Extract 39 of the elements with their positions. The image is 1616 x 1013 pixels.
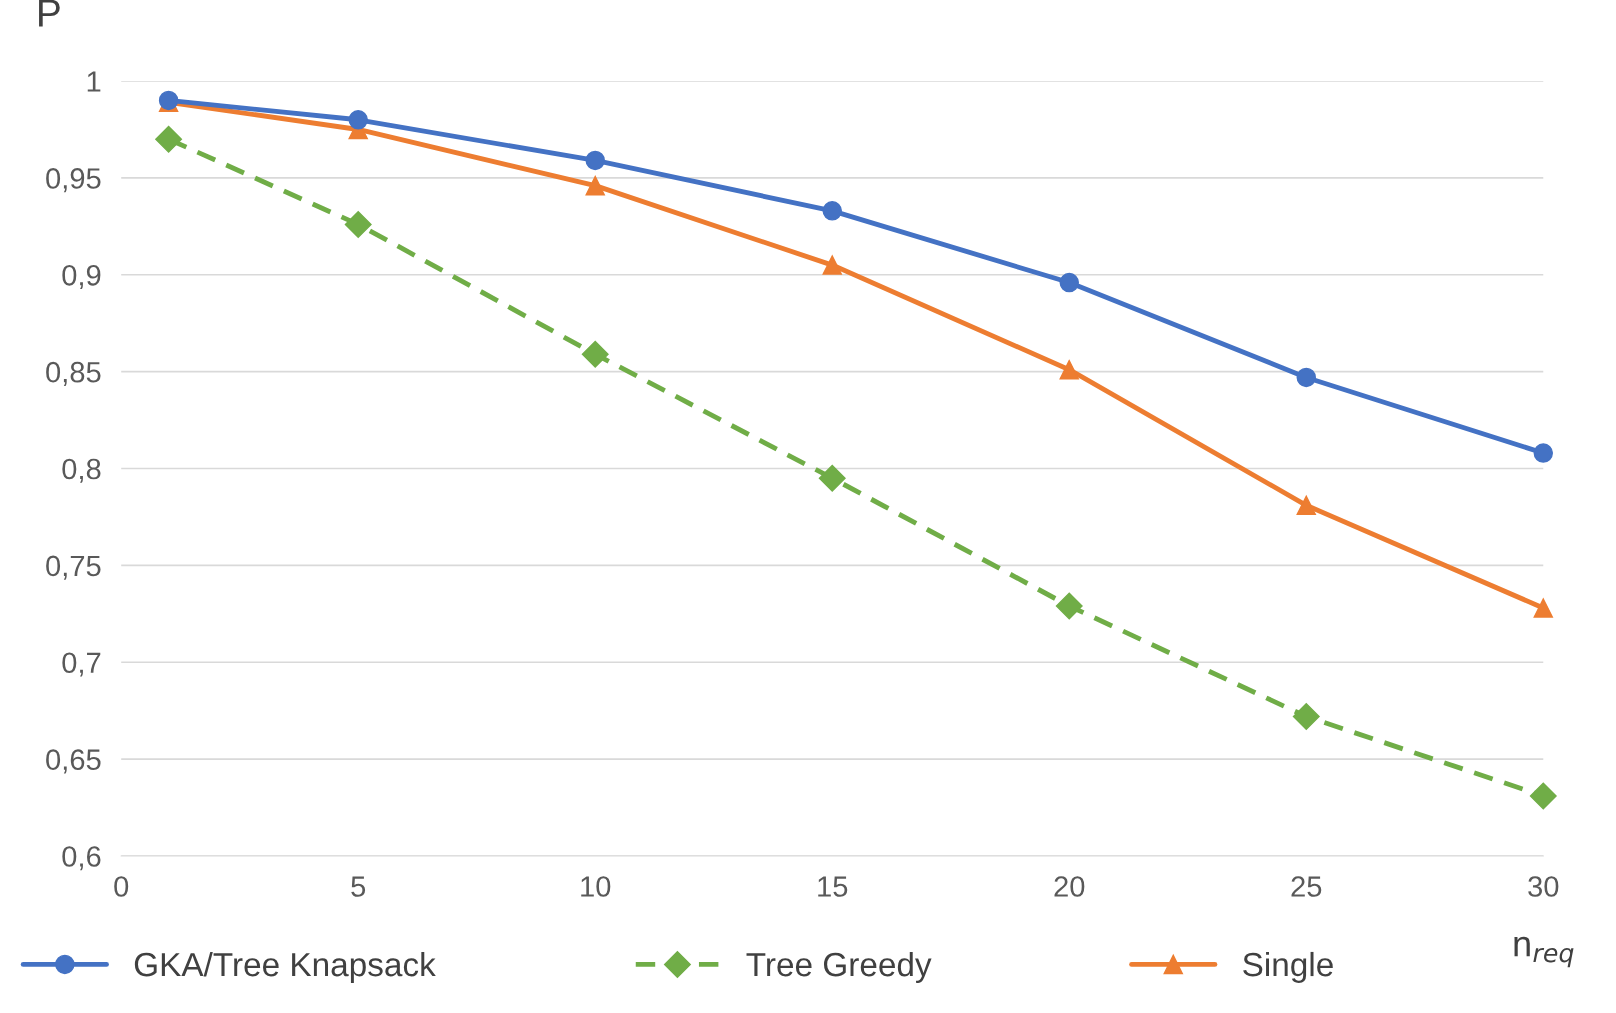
y-tick-label: 0,65 xyxy=(46,749,101,774)
point xyxy=(585,150,605,171)
point xyxy=(344,210,372,238)
y-tick-label: 0,75 xyxy=(46,555,101,580)
point xyxy=(585,175,605,196)
point xyxy=(1059,272,1079,293)
y-tick-label: 0,95 xyxy=(46,168,101,193)
point xyxy=(822,255,842,275)
y-tick-label: 0,6 xyxy=(62,846,101,871)
point xyxy=(818,464,846,492)
y-axis-title: P xyxy=(39,0,60,27)
y-tick-label: 1 xyxy=(87,71,101,92)
point xyxy=(1296,367,1316,388)
point xyxy=(1533,598,1554,618)
x-tick-label: 0 xyxy=(114,876,129,897)
x-tick-label: 20 xyxy=(1054,876,1085,897)
x-tick-label: 30 xyxy=(1528,876,1559,897)
point xyxy=(348,110,368,130)
point xyxy=(1292,703,1320,730)
point xyxy=(1059,359,1079,380)
point xyxy=(822,201,842,221)
x-axis-title: n$_{req}$ xyxy=(1514,936,1574,968)
point xyxy=(1529,782,1557,810)
x-tick-label: 5 xyxy=(351,876,366,897)
y-tick-label: 0,8 xyxy=(62,458,101,483)
point xyxy=(581,340,609,368)
point xyxy=(1533,443,1554,463)
point xyxy=(155,125,183,153)
y-tick-label: 0,7 xyxy=(62,652,101,677)
x-tick-label: 10 xyxy=(581,876,611,897)
point xyxy=(1296,495,1316,516)
y-tick-label: 0,9 xyxy=(62,264,101,290)
point xyxy=(1055,592,1083,620)
x-tick-label: 25 xyxy=(1291,876,1322,897)
legend-label: Single xyxy=(1243,951,1333,983)
x-tick-label: 15 xyxy=(818,876,848,897)
legend-label: Tree Greedy xyxy=(746,951,932,983)
y-tick-label: 0,85 xyxy=(46,361,101,386)
legend-label: GKA/Tree Knapsack xyxy=(134,951,436,983)
